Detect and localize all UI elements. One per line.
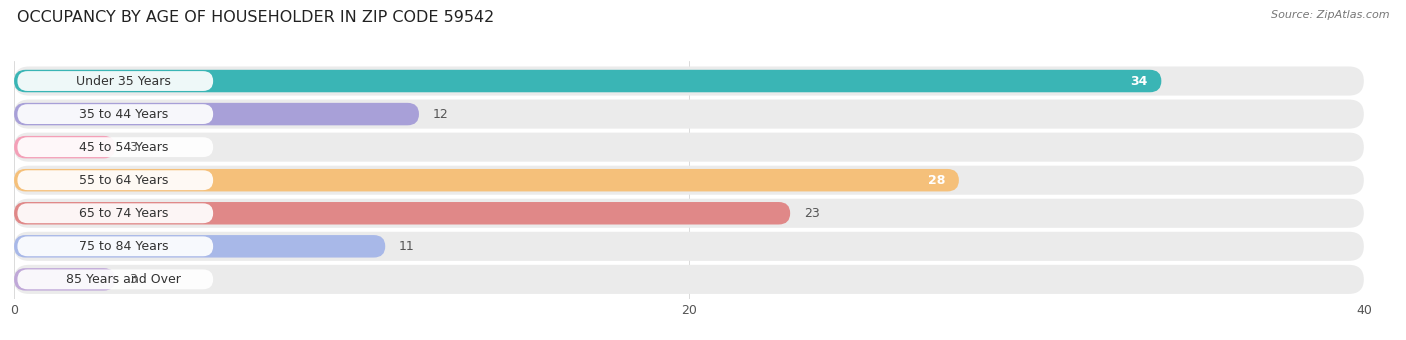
FancyBboxPatch shape (14, 67, 1364, 96)
FancyBboxPatch shape (14, 232, 1364, 261)
Text: Source: ZipAtlas.com: Source: ZipAtlas.com (1271, 10, 1389, 20)
Text: 12: 12 (433, 107, 449, 121)
FancyBboxPatch shape (14, 70, 1161, 92)
Text: 75 to 84 Years: 75 to 84 Years (79, 240, 169, 253)
FancyBboxPatch shape (14, 265, 1364, 294)
FancyBboxPatch shape (14, 169, 959, 191)
FancyBboxPatch shape (17, 236, 214, 256)
Text: 45 to 54 Years: 45 to 54 Years (79, 141, 169, 154)
FancyBboxPatch shape (14, 100, 1364, 129)
Text: 34: 34 (1130, 74, 1147, 87)
FancyBboxPatch shape (17, 269, 214, 289)
FancyBboxPatch shape (17, 137, 214, 157)
FancyBboxPatch shape (14, 103, 419, 125)
FancyBboxPatch shape (14, 235, 385, 258)
Text: 28: 28 (928, 174, 945, 187)
FancyBboxPatch shape (17, 71, 214, 91)
Text: 23: 23 (804, 207, 820, 220)
FancyBboxPatch shape (14, 202, 790, 224)
Text: 55 to 64 Years: 55 to 64 Years (79, 174, 169, 187)
Text: 3: 3 (129, 141, 136, 154)
FancyBboxPatch shape (17, 170, 214, 190)
FancyBboxPatch shape (17, 104, 214, 124)
Text: 65 to 74 Years: 65 to 74 Years (79, 207, 169, 220)
FancyBboxPatch shape (14, 133, 1364, 162)
Text: OCCUPANCY BY AGE OF HOUSEHOLDER IN ZIP CODE 59542: OCCUPANCY BY AGE OF HOUSEHOLDER IN ZIP C… (17, 10, 494, 25)
Text: 35 to 44 Years: 35 to 44 Years (79, 107, 169, 121)
FancyBboxPatch shape (14, 166, 1364, 195)
FancyBboxPatch shape (14, 136, 115, 158)
Text: 3: 3 (129, 273, 136, 286)
Text: Under 35 Years: Under 35 Years (76, 74, 172, 87)
FancyBboxPatch shape (14, 199, 1364, 228)
FancyBboxPatch shape (17, 203, 214, 223)
Text: 85 Years and Over: 85 Years and Over (66, 273, 181, 286)
Text: 11: 11 (399, 240, 415, 253)
FancyBboxPatch shape (14, 268, 115, 291)
